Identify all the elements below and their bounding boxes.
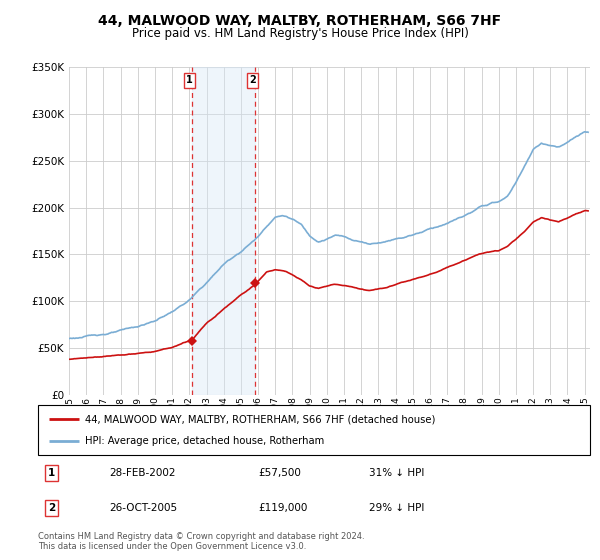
Text: 1: 1: [186, 76, 193, 85]
Text: 1: 1: [48, 468, 55, 478]
Text: 44, MALWOOD WAY, MALTBY, ROTHERHAM, S66 7HF (detached house): 44, MALWOOD WAY, MALTBY, ROTHERHAM, S66 …: [85, 414, 435, 424]
Bar: [192, 67, 255, 395]
Text: Contains HM Land Registry data © Crown copyright and database right 2024.
This d: Contains HM Land Registry data © Crown c…: [38, 532, 364, 552]
Text: Price paid vs. HM Land Registry's House Price Index (HPI): Price paid vs. HM Land Registry's House …: [131, 27, 469, 40]
Text: 31% ↓ HPI: 31% ↓ HPI: [369, 468, 424, 478]
Text: HPI: Average price, detached house, Rotherham: HPI: Average price, detached house, Roth…: [85, 436, 324, 446]
Text: £57,500: £57,500: [259, 468, 301, 478]
Text: 44, MALWOOD WAY, MALTBY, ROTHERHAM, S66 7HF: 44, MALWOOD WAY, MALTBY, ROTHERHAM, S66 …: [98, 14, 502, 28]
Text: 2: 2: [249, 76, 256, 85]
Text: 28-FEB-2002: 28-FEB-2002: [110, 468, 176, 478]
Text: £119,000: £119,000: [259, 503, 308, 513]
Text: 29% ↓ HPI: 29% ↓ HPI: [369, 503, 424, 513]
FancyBboxPatch shape: [38, 405, 590, 455]
Text: 2: 2: [48, 503, 55, 513]
Text: 26-OCT-2005: 26-OCT-2005: [110, 503, 178, 513]
